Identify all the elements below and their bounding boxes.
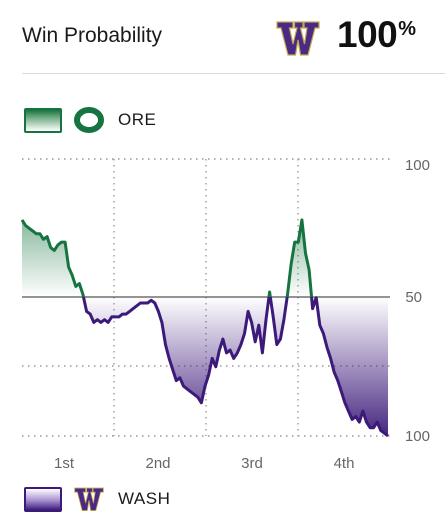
quarter-label-1: 1st [54, 455, 75, 472]
wash-area [22, 297, 388, 436]
quarter-label-2: 2nd [145, 455, 170, 472]
y-label-top: 100 [405, 157, 430, 174]
page-title: Win Probability [22, 24, 163, 47]
wash-gradient-swatch [24, 486, 62, 512]
y-label-mid: 50 [405, 289, 422, 306]
washington-w-logo-icon [74, 487, 104, 511]
oregon-o-logo-icon [74, 107, 104, 133]
team-abbr-wash: WASH [118, 489, 171, 508]
team-abbr-ore: ORE [118, 110, 157, 129]
ore-area [22, 219, 312, 297]
y-label-bottom: 100 [405, 428, 430, 445]
ore-probability-line [20, 218, 318, 297]
win-probability-value: 100% [337, 14, 416, 55]
quarter-label-4: 4th [334, 455, 355, 472]
washington-w-logo-icon [276, 21, 320, 56]
wash-probability-line [81, 297, 389, 438]
win-probability-chart: 100 50 100 1st 2nd 3rd 4th [20, 157, 430, 472]
header-divider [22, 73, 445, 74]
legend-ore: ORE [24, 106, 156, 134]
ore-gradient-swatch [24, 107, 62, 133]
quarter-label-3: 3rd [241, 455, 263, 472]
legend-wash: WASH [24, 485, 170, 513]
